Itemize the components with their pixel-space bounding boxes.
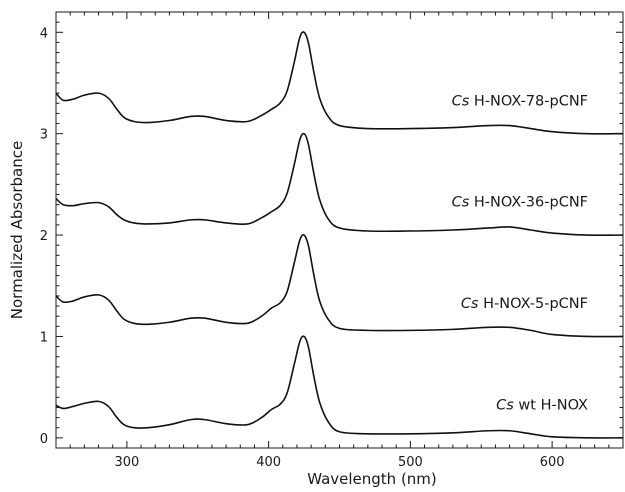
series-group xyxy=(55,31,624,439)
y-tick-label: 1 xyxy=(40,330,48,345)
x-axis-title: Wavelength (nm) xyxy=(307,470,437,488)
series-line-2 xyxy=(55,132,624,237)
x-tick-label: 400 xyxy=(256,455,281,470)
series-line-1 xyxy=(55,31,624,135)
y-tick-label: 3 xyxy=(40,128,48,143)
x-tick-label: 300 xyxy=(114,455,139,470)
series-annotation: Cs H-NOX-36-pCNF xyxy=(452,195,588,211)
tick-labels: 300 400 500 600 0 1 2 3 4 xyxy=(40,26,565,470)
x-tick-label: 600 xyxy=(540,455,565,470)
series-line-4 xyxy=(55,335,624,439)
annotations: Cs H-NOX-78-pCNF Cs H-NOX-36-pCNF Cs H-NOX… xyxy=(452,93,588,413)
y-tick-label: 0 xyxy=(40,432,48,447)
y-tick-label: 4 xyxy=(40,26,48,41)
ticks xyxy=(55,11,624,448)
series-annotation: Cs wt H-NOX xyxy=(496,397,588,413)
series-annotation: Cs H-NOX-5-pCNF xyxy=(461,296,588,312)
y-axis-title: Normalized Absorbance xyxy=(8,141,26,319)
y-tick-label: 2 xyxy=(40,229,48,244)
series-annotation: Cs H-NOX-78-pCNF xyxy=(452,93,588,109)
x-tick-label: 500 xyxy=(398,455,423,470)
series-line-3 xyxy=(55,234,624,338)
plot-frame xyxy=(55,11,624,449)
